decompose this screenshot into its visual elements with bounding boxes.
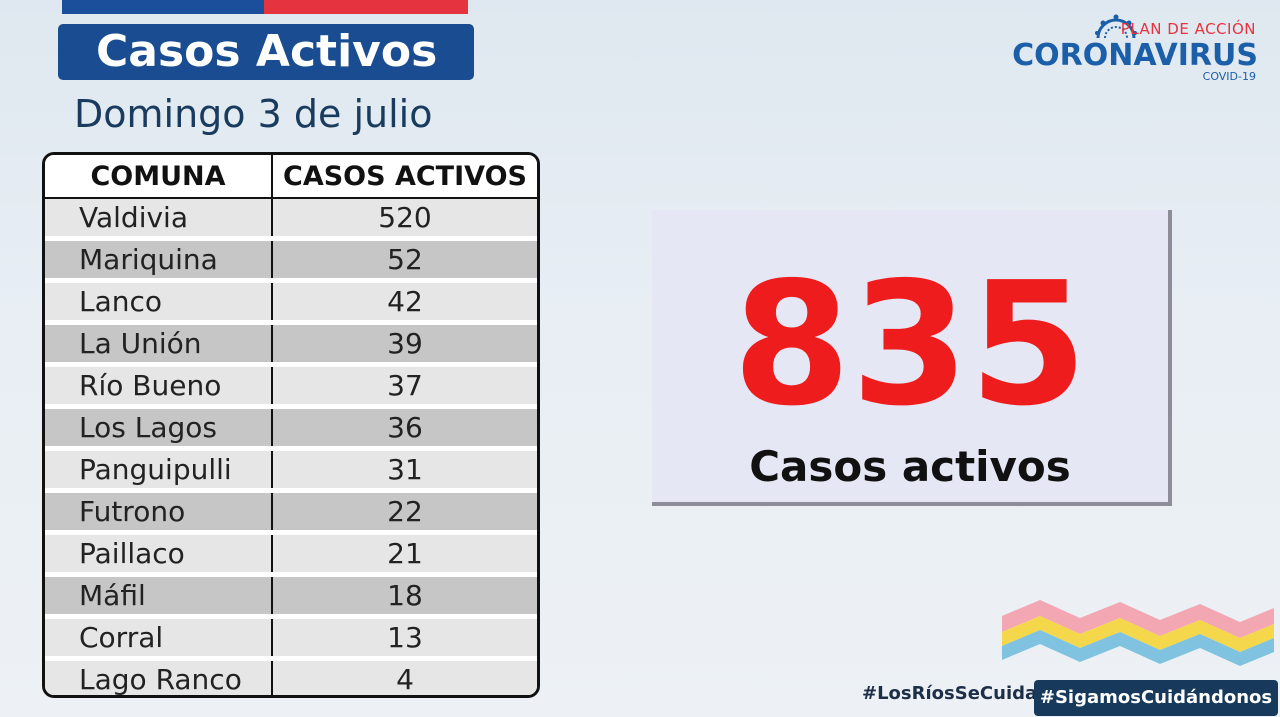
casos-cell: 4 (272, 658, 537, 695)
table-row: Paillaco 21 (45, 532, 537, 577)
table-row: Los Lagos 36 (45, 406, 537, 451)
casos-cell: 37 (272, 364, 537, 409)
total-cases-panel: 835 Casos activos (652, 210, 1172, 506)
table-row: Futrono 22 (45, 490, 537, 535)
table-row: Valdivia 520 (45, 198, 537, 241)
casos-cell: 13 (272, 616, 537, 661)
casos-cell: 22 (272, 490, 537, 535)
hashtag-sigamos: #SigamosCuidándonos (1034, 680, 1278, 716)
table-row: Corral 13 (45, 616, 537, 661)
total-cases-label: Casos activos (749, 442, 1071, 491)
comuna-cell: Futrono (45, 490, 273, 535)
comuna-cell: Lanco (45, 280, 273, 325)
casos-cell: 21 (272, 532, 537, 577)
decorative-waves (1002, 600, 1274, 666)
comuna-cell: Los Lagos (45, 406, 273, 451)
table-header-row: COMUNA CASOS ACTIVOS (45, 155, 537, 199)
column-header-casos: CASOS ACTIVOS (272, 155, 537, 199)
casos-cell: 39 (272, 322, 537, 367)
table-row: Río Bueno 37 (45, 364, 537, 409)
casos-cell: 36 (272, 406, 537, 451)
flag-blue-band (62, 0, 264, 14)
logo-main-text: CORONAVIRUS (1012, 38, 1258, 73)
comuna-cell: Corral (45, 616, 273, 661)
table-row: La Unión 39 (45, 322, 537, 367)
hashtag-losrios: #LosRíosSeCuida (862, 683, 1038, 704)
comuna-cell: Mariquina (45, 238, 273, 283)
flag-stripe (62, 0, 468, 14)
casos-cell: 42 (272, 280, 537, 325)
comuna-cell: Paillaco (45, 532, 273, 577)
comuna-cell: La Unión (45, 322, 273, 367)
plan-coronavirus-logo: PLAN DE ACCIÓN CORONAVIRUS COVID-19 (1012, 12, 1258, 84)
page-title: Casos Activos (58, 24, 474, 80)
table-row: Lanco 42 (45, 280, 537, 325)
logo-plan-text: PLAN DE ACCIÓN (1120, 20, 1256, 38)
table-row: Panguipulli 31 (45, 448, 537, 493)
logo-sub-text: COVID-19 (1202, 70, 1256, 83)
flag-red-band (264, 0, 468, 14)
date-subtitle: Domingo 3 de julio (74, 92, 433, 136)
casos-cell: 18 (272, 574, 537, 619)
casos-cell: 52 (272, 238, 537, 283)
table-row: Mariquina 52 (45, 238, 537, 283)
comuna-cell: Valdivia (45, 198, 273, 241)
virus-icon (1095, 14, 1137, 39)
cases-table: COMUNA CASOS ACTIVOS Valdivia 520 Mariqu… (42, 152, 540, 698)
comuna-cell: Panguipulli (45, 448, 273, 493)
column-header-comuna: COMUNA (45, 155, 273, 199)
table-row: Máfil 18 (45, 574, 537, 619)
comuna-cell: Río Bueno (45, 364, 273, 409)
casos-cell: 31 (272, 448, 537, 493)
total-cases-number: 835 (732, 246, 1088, 444)
comuna-cell: Máfil (45, 574, 273, 619)
table-row: Lago Ranco 4 (45, 658, 537, 695)
comuna-cell: Lago Ranco (45, 658, 273, 695)
casos-cell: 520 (272, 198, 537, 241)
